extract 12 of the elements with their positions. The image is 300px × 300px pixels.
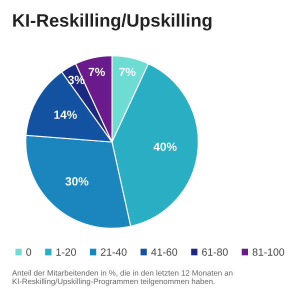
legend-label: 81-100 (252, 248, 284, 256)
legend-label: 61-80 (202, 248, 228, 256)
data-label: 7% (88, 68, 105, 76)
chart-title: KI-Reskilling/Upskilling (13, 14, 212, 30)
legend-label: 0 (26, 248, 32, 256)
legend-label: 21-40 (100, 248, 127, 256)
legend-label: 41-60 (151, 248, 178, 256)
data-label: 30% (65, 177, 88, 186)
data-label: 14% (54, 110, 77, 119)
data-label: 40% (154, 142, 177, 151)
data-label: 7% (119, 68, 136, 76)
legend-label: 1-20 (56, 248, 76, 256)
